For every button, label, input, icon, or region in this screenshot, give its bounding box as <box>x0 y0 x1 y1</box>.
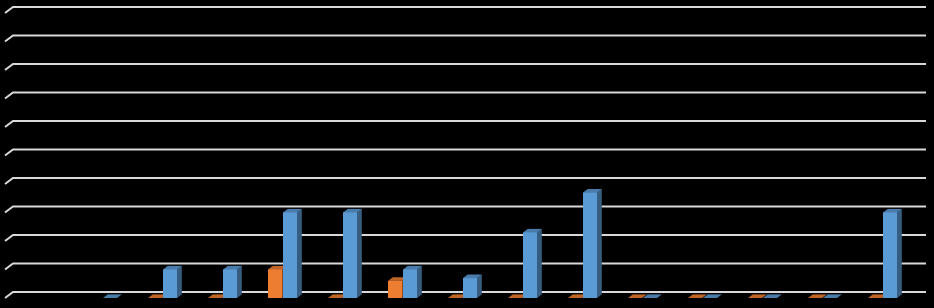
bar <box>523 232 537 298</box>
bar-top <box>343 208 362 213</box>
bar-side <box>297 208 302 298</box>
bar-top <box>583 188 602 193</box>
bar-top <box>703 294 722 298</box>
bar <box>343 212 357 298</box>
grid-line <box>4 6 926 14</box>
bar-side <box>417 265 422 298</box>
bar-top <box>268 265 287 270</box>
bar-side <box>357 208 362 298</box>
bar <box>223 269 237 298</box>
bar <box>268 269 282 298</box>
bar-top <box>748 294 767 298</box>
grid-line <box>4 234 926 242</box>
bar-top <box>868 294 887 298</box>
grid-line <box>4 63 926 71</box>
bar-top <box>448 294 467 298</box>
grid-line <box>4 177 926 185</box>
bar <box>583 192 597 298</box>
bar-side <box>237 265 242 298</box>
bar-top <box>568 294 587 298</box>
bar-top <box>283 208 302 213</box>
bar-top <box>823 294 842 298</box>
bar-side <box>477 274 482 298</box>
bar-side <box>537 228 542 298</box>
bar-top <box>403 265 422 270</box>
bar <box>403 269 417 298</box>
grid-line <box>4 91 926 100</box>
bar <box>283 212 297 298</box>
bar-side <box>597 188 602 298</box>
bar-side <box>177 265 182 298</box>
bar-top <box>883 208 902 213</box>
grid-line <box>4 148 926 157</box>
bar-top <box>388 277 407 281</box>
bar <box>163 269 177 298</box>
bar <box>463 278 477 298</box>
grid-line <box>4 262 926 271</box>
bar-top <box>163 265 182 270</box>
bar-top <box>463 274 482 279</box>
bar-top <box>208 294 227 298</box>
grid-line <box>4 120 926 128</box>
bar-side <box>897 208 902 298</box>
grid-line <box>4 205 926 214</box>
bar <box>388 280 402 298</box>
bar-top <box>508 294 527 298</box>
bar-top <box>643 294 662 298</box>
bar-top <box>328 294 347 298</box>
grid-line <box>4 291 926 299</box>
bar-top <box>763 294 782 298</box>
bar-top <box>688 294 707 298</box>
bar-top <box>103 294 122 298</box>
bar-top <box>628 294 647 298</box>
bar-top <box>523 228 542 233</box>
grid-line <box>4 34 926 43</box>
bar-top <box>223 265 242 270</box>
bar <box>883 212 897 298</box>
bar-top <box>808 294 827 298</box>
bar-top <box>148 294 167 298</box>
